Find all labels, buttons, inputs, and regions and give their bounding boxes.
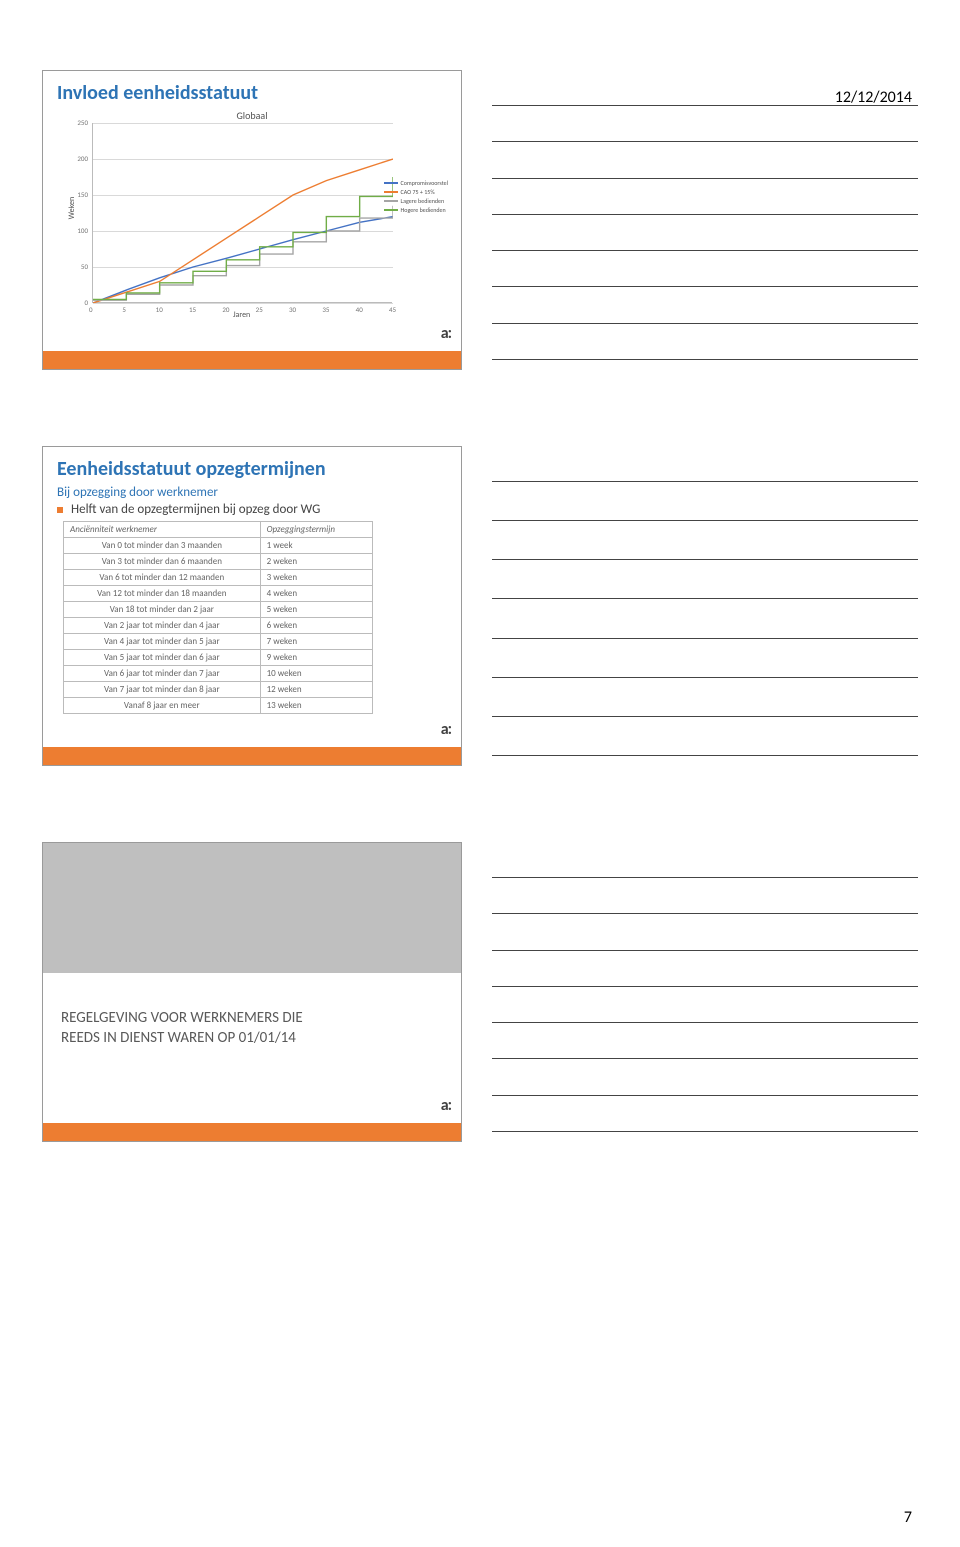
note-line (492, 1033, 918, 1059)
legend-item: Compromisvoorstel (384, 179, 448, 187)
table-cell: 4 weken (260, 586, 372, 602)
table-cell: 2 weken (260, 554, 372, 570)
section-title: REGELGEVING VOOR WERKNEMERS DIE REEDS IN… (43, 973, 461, 1048)
slide-accent-bar (43, 351, 461, 369)
note-line (492, 495, 918, 521)
slide2-bullet: Helft van de opzegtermijnen bij opzeg do… (57, 502, 447, 517)
table-cell: Van 4 jaar tot minder dan 5 jaar (64, 634, 261, 650)
page-date: 12/12/2014 (835, 88, 912, 107)
table-cell: Van 3 tot minder dan 6 maanden (64, 554, 261, 570)
table-row: Van 12 tot minder dan 18 maanden4 weken (64, 586, 373, 602)
note-line (492, 189, 918, 215)
table-cell: Van 6 tot minder dan 12 maanden (64, 570, 261, 586)
chart-xlabel: Jaren (233, 310, 250, 320)
table-header: Anciënniteit werknemer (64, 522, 261, 538)
table-row: Van 5 jaar tot minder dan 6 jaar9 weken (64, 650, 373, 666)
table-row: Van 3 tot minder dan 6 maanden2 weken (64, 554, 373, 570)
legend-item: CAO 75 + 15% (384, 188, 448, 196)
slide-1: Invloed eenheidsstatuut Globaal Weken Ja… (42, 70, 462, 370)
note-line (492, 456, 918, 482)
table-row: Van 6 tot minder dan 12 maanden3 weken (64, 570, 373, 586)
chart-ylabel: Weken (67, 197, 77, 219)
note-line (492, 534, 918, 560)
table-row: Van 18 tot minder dan 2 jaar5 weken (64, 602, 373, 618)
note-line (492, 730, 918, 756)
note-line (492, 652, 918, 678)
logo-icon: a: (441, 720, 451, 739)
note-line (492, 852, 918, 878)
slide-2: Eenheidsstatuut opzegtermijnen Bij opzeg… (42, 446, 462, 766)
table-cell: Vanaf 8 jaar en meer (64, 698, 261, 714)
table-row: Van 7 jaar tot minder dan 8 jaar12 weken (64, 682, 373, 698)
note-line (492, 573, 918, 599)
table-cell: Van 12 tot minder dan 18 maanden (64, 586, 261, 602)
note-line (492, 997, 918, 1023)
notes-1 (492, 70, 918, 370)
slide-row-3: REGELGEVING VOOR WERKNEMERS DIE REEDS IN… (0, 842, 960, 1142)
slide2-title: Eenheidsstatuut opzegtermijnen (57, 457, 447, 481)
table-row: Van 2 jaar tot minder dan 4 jaar6 weken (64, 618, 373, 634)
table-row: Vanaf 8 jaar en meer13 weken (64, 698, 373, 714)
slide-row-2: Eenheidsstatuut opzegtermijnen Bij opzeg… (0, 446, 960, 766)
table-cell: 9 weken (260, 650, 372, 666)
note-line (492, 116, 918, 142)
table-cell: Van 7 jaar tot minder dan 8 jaar (64, 682, 261, 698)
table-cell: 5 weken (260, 602, 372, 618)
section-line1: REGELGEVING VOOR WERKNEMERS DIE (61, 1009, 461, 1029)
opzeg-table: Anciënniteit werknemerOpzeggingstermijn … (63, 521, 373, 714)
note-line (492, 153, 918, 179)
slide2-subtitle: Bij opzegging door werknemer (57, 485, 447, 500)
notes-2 (492, 446, 918, 766)
table-cell: 6 weken (260, 618, 372, 634)
page-number: 7 (904, 1508, 912, 1527)
logo-icon: a: (441, 1096, 451, 1115)
slide-row-1: Invloed eenheidsstatuut Globaal Weken Ja… (0, 70, 960, 370)
table-row: Van 6 jaar tot minder dan 7 jaar10 weken (64, 666, 373, 682)
note-line (492, 961, 918, 987)
chart-plot-area: Weken Jaren 0501001502002500510152025303… (92, 123, 392, 303)
table-cell: Van 2 jaar tot minder dan 4 jaar (64, 618, 261, 634)
table-cell: 12 weken (260, 682, 372, 698)
slide-accent-bar (43, 1123, 461, 1141)
note-line (492, 888, 918, 914)
section-gray-band (43, 843, 461, 973)
chart-inner-title: Globaal (62, 109, 442, 122)
logo-icon: a: (441, 324, 451, 343)
table-row: Van 0 tot minder dan 3 maanden1 week (64, 538, 373, 554)
table-header: Opzeggingstermijn (260, 522, 372, 538)
note-line (492, 691, 918, 717)
note-line (492, 1070, 918, 1096)
section-line2: REEDS IN DIENST WAREN OP 01/01/14 (61, 1029, 461, 1049)
legend-item: Lagere bedienden (384, 197, 448, 205)
slide-3: REGELGEVING VOOR WERKNEMERS DIE REEDS IN… (42, 842, 462, 1142)
legend-item: Hogere bedienden (384, 206, 448, 214)
note-line (492, 334, 918, 360)
table-cell: 7 weken (260, 634, 372, 650)
table-cell: 13 weken (260, 698, 372, 714)
slide-accent-bar (43, 747, 461, 765)
chart-legend: CompromisvoorstelCAO 75 + 15%Lagere bedi… (384, 179, 448, 215)
table-cell: Van 6 jaar tot minder dan 7 jaar (64, 666, 261, 682)
notes-3 (492, 842, 918, 1142)
table-cell: 1 week (260, 538, 372, 554)
note-line (492, 613, 918, 639)
note-line (492, 298, 918, 324)
slide1-title: Invloed eenheidsstatuut (57, 81, 447, 105)
table-cell: 3 weken (260, 570, 372, 586)
table-cell: Van 0 tot minder dan 3 maanden (64, 538, 261, 554)
table-row: Van 4 jaar tot minder dan 5 jaar7 weken (64, 634, 373, 650)
note-line (492, 225, 918, 251)
note-line (492, 261, 918, 287)
table-cell: 10 weken (260, 666, 372, 682)
chart-globaal: Globaal Weken Jaren 05010015020025005101… (62, 109, 442, 329)
note-line (492, 1106, 918, 1132)
table-cell: Van 5 jaar tot minder dan 6 jaar (64, 650, 261, 666)
note-line (492, 925, 918, 951)
table-cell: Van 18 tot minder dan 2 jaar (64, 602, 261, 618)
